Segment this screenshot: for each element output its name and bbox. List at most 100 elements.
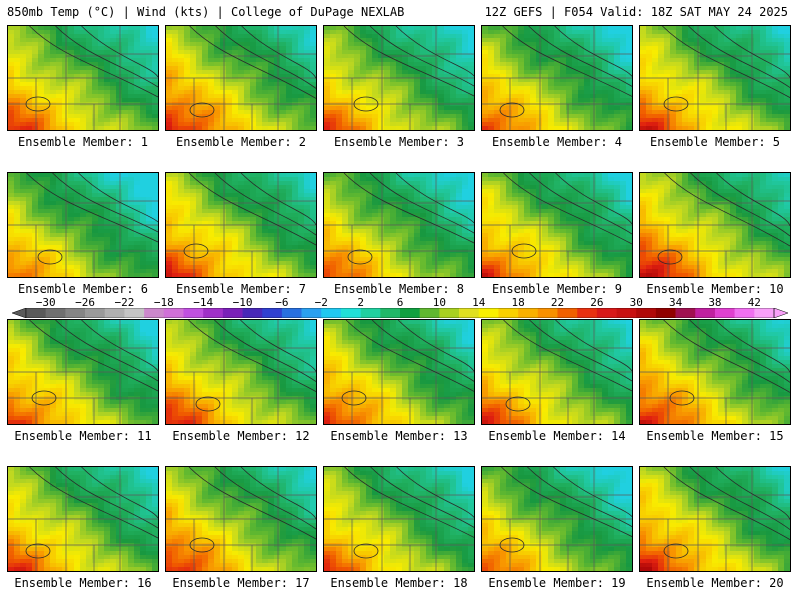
ensemble-member-map bbox=[639, 466, 791, 572]
ensemble-member-label: Ensemble Member: 3 bbox=[333, 135, 465, 149]
ensemble-member-label: Ensemble Member: 13 bbox=[330, 429, 468, 443]
colorbar-tick-label: 26 bbox=[590, 296, 604, 309]
product-title: 850mb Temp (°C) | Wind (kts) | College o… bbox=[7, 5, 405, 19]
colorbar-swatch bbox=[301, 308, 322, 318]
temperature-field-map bbox=[166, 467, 316, 571]
colorbar-swatch bbox=[459, 308, 480, 318]
colorbar-swatch bbox=[45, 308, 66, 318]
temperature-field-map bbox=[482, 173, 632, 277]
colorbar-swatch bbox=[754, 308, 775, 318]
colorbar-low-arrow bbox=[12, 308, 27, 318]
colorbar-swatch bbox=[321, 308, 342, 318]
ensemble-member-map bbox=[481, 25, 633, 131]
colorbar-tick-label: 30 bbox=[629, 296, 643, 309]
temperature-field-map bbox=[640, 173, 790, 277]
colorbar-tick-label: −18 bbox=[153, 296, 174, 309]
ensemble-member-map bbox=[323, 25, 475, 131]
colorbar-swatch bbox=[518, 308, 539, 318]
ensemble-member-label: Ensemble Member: 15 bbox=[646, 429, 784, 443]
ensemble-member-label: Ensemble Member: 9 bbox=[491, 282, 623, 296]
colorbar-tick-label: −6 bbox=[275, 296, 289, 309]
colorbar-scale bbox=[12, 308, 788, 318]
temperature-field-map bbox=[8, 467, 158, 571]
colorbar-tick-label: −10 bbox=[232, 296, 253, 309]
temperature-field-map bbox=[640, 26, 790, 130]
ensemble-member-map bbox=[481, 466, 633, 572]
colorbar-swatch bbox=[65, 308, 86, 318]
colorbar-swatch bbox=[577, 308, 598, 318]
ensemble-member-map bbox=[7, 466, 159, 572]
ensemble-member-label: Ensemble Member: 5 bbox=[649, 135, 781, 149]
ensemble-member-map bbox=[7, 319, 159, 425]
colorbar-swatch bbox=[26, 308, 46, 318]
temperature-field-map bbox=[640, 320, 790, 424]
ensemble-member-map bbox=[7, 172, 159, 278]
colorbar-high-arrow bbox=[773, 308, 788, 318]
temperature-field-map bbox=[324, 320, 474, 424]
colorbar-swatch bbox=[183, 308, 204, 318]
colorbar-swatch bbox=[636, 308, 657, 318]
colorbar-tick-label: 14 bbox=[472, 296, 486, 309]
colorbar-tick-label: −30 bbox=[35, 296, 56, 309]
colorbar-swatch bbox=[85, 308, 106, 318]
colorbar-tick-label: 2 bbox=[357, 296, 364, 309]
colorbar-swatch bbox=[596, 308, 617, 318]
ensemble-member-label: Ensemble Member: 20 bbox=[646, 576, 784, 590]
ensemble-member-label: Ensemble Member: 4 bbox=[491, 135, 623, 149]
ensemble-member-label: Ensemble Member: 17 bbox=[172, 576, 310, 590]
colorbar-tick-label: −2 bbox=[314, 296, 328, 309]
ensemble-member-label: Ensemble Member: 12 bbox=[172, 429, 310, 443]
colorbar-swatch bbox=[537, 308, 558, 318]
temperature-field-map bbox=[324, 26, 474, 130]
ensemble-member-map bbox=[639, 172, 791, 278]
ensemble-member-map bbox=[639, 319, 791, 425]
colorbar-swatch bbox=[734, 308, 755, 318]
colorbar-tick-label: 42 bbox=[747, 296, 761, 309]
ensemble-member-map bbox=[165, 319, 317, 425]
colorbar-swatch bbox=[340, 308, 361, 318]
ensemble-member-map bbox=[639, 25, 791, 131]
ensemble-member-label: Ensemble Member: 14 bbox=[488, 429, 626, 443]
colorbar-swatch bbox=[124, 308, 145, 318]
ensemble-member-label: Ensemble Member: 1 bbox=[17, 135, 149, 149]
ensemble-member-label: Ensemble Member: 19 bbox=[488, 576, 626, 590]
colorbar-tick-label: −26 bbox=[75, 296, 95, 309]
temperature-field-map bbox=[324, 467, 474, 571]
ensemble-member-label: Ensemble Member: 16 bbox=[14, 576, 152, 590]
ensemble-member-map bbox=[165, 172, 317, 278]
ensemble-member-map bbox=[7, 25, 159, 131]
colorbar-swatch bbox=[400, 308, 420, 318]
colorbar-swatch bbox=[104, 308, 125, 318]
colorbar-swatch bbox=[616, 308, 637, 318]
temperature-field-map bbox=[640, 467, 790, 571]
ensemble-member-map bbox=[165, 466, 317, 572]
temperature-field-map bbox=[482, 320, 632, 424]
ensemble-member-map bbox=[323, 466, 475, 572]
colorbar-tick-label: 34 bbox=[668, 296, 683, 309]
colorbar-swatch bbox=[203, 308, 224, 318]
colorbar-tick-label: 22 bbox=[550, 296, 565, 309]
ensemble-member-map bbox=[323, 172, 475, 278]
temperature-field-map bbox=[166, 173, 316, 277]
colorbar-tick-label: −22 bbox=[114, 296, 135, 309]
temperature-colorbar: −30 −26 −22 −18 −14 −10 −6 −2 2 6 10 14 18 22 26 30 34 38… bbox=[12, 297, 788, 321]
colorbar-tick-label: −14 bbox=[193, 296, 214, 309]
temperature-field-map bbox=[8, 26, 158, 130]
colorbar-swatch bbox=[163, 308, 184, 318]
colorbar-swatch bbox=[675, 308, 696, 318]
temperature-field-map bbox=[324, 173, 474, 277]
colorbar-swatch bbox=[714, 308, 735, 318]
colorbar-tick-labels: −30 −26 −22 −18 −14 −10 −6 −2 2 6 10 14 18 22 26 30 34 38… bbox=[12, 297, 788, 309]
colorbar-tick-label: 10 bbox=[432, 296, 446, 309]
colorbar-swatch bbox=[695, 308, 716, 318]
ensemble-member-label: Ensemble Member: 2 bbox=[175, 135, 307, 149]
colorbar-swatch bbox=[655, 308, 676, 318]
header: 850mb Temp (°C) | Wind (kts) | College o… bbox=[0, 0, 800, 24]
colorbar-swatch bbox=[498, 308, 519, 318]
colorbar-tick-label: 38 bbox=[708, 296, 722, 309]
colorbar-swatch bbox=[380, 308, 401, 318]
ensemble-member-label: Ensemble Member: 8 bbox=[333, 282, 465, 296]
colorbar-swatch bbox=[360, 308, 381, 318]
temperature-field-map bbox=[166, 320, 316, 424]
temperature-field-map bbox=[482, 26, 632, 130]
